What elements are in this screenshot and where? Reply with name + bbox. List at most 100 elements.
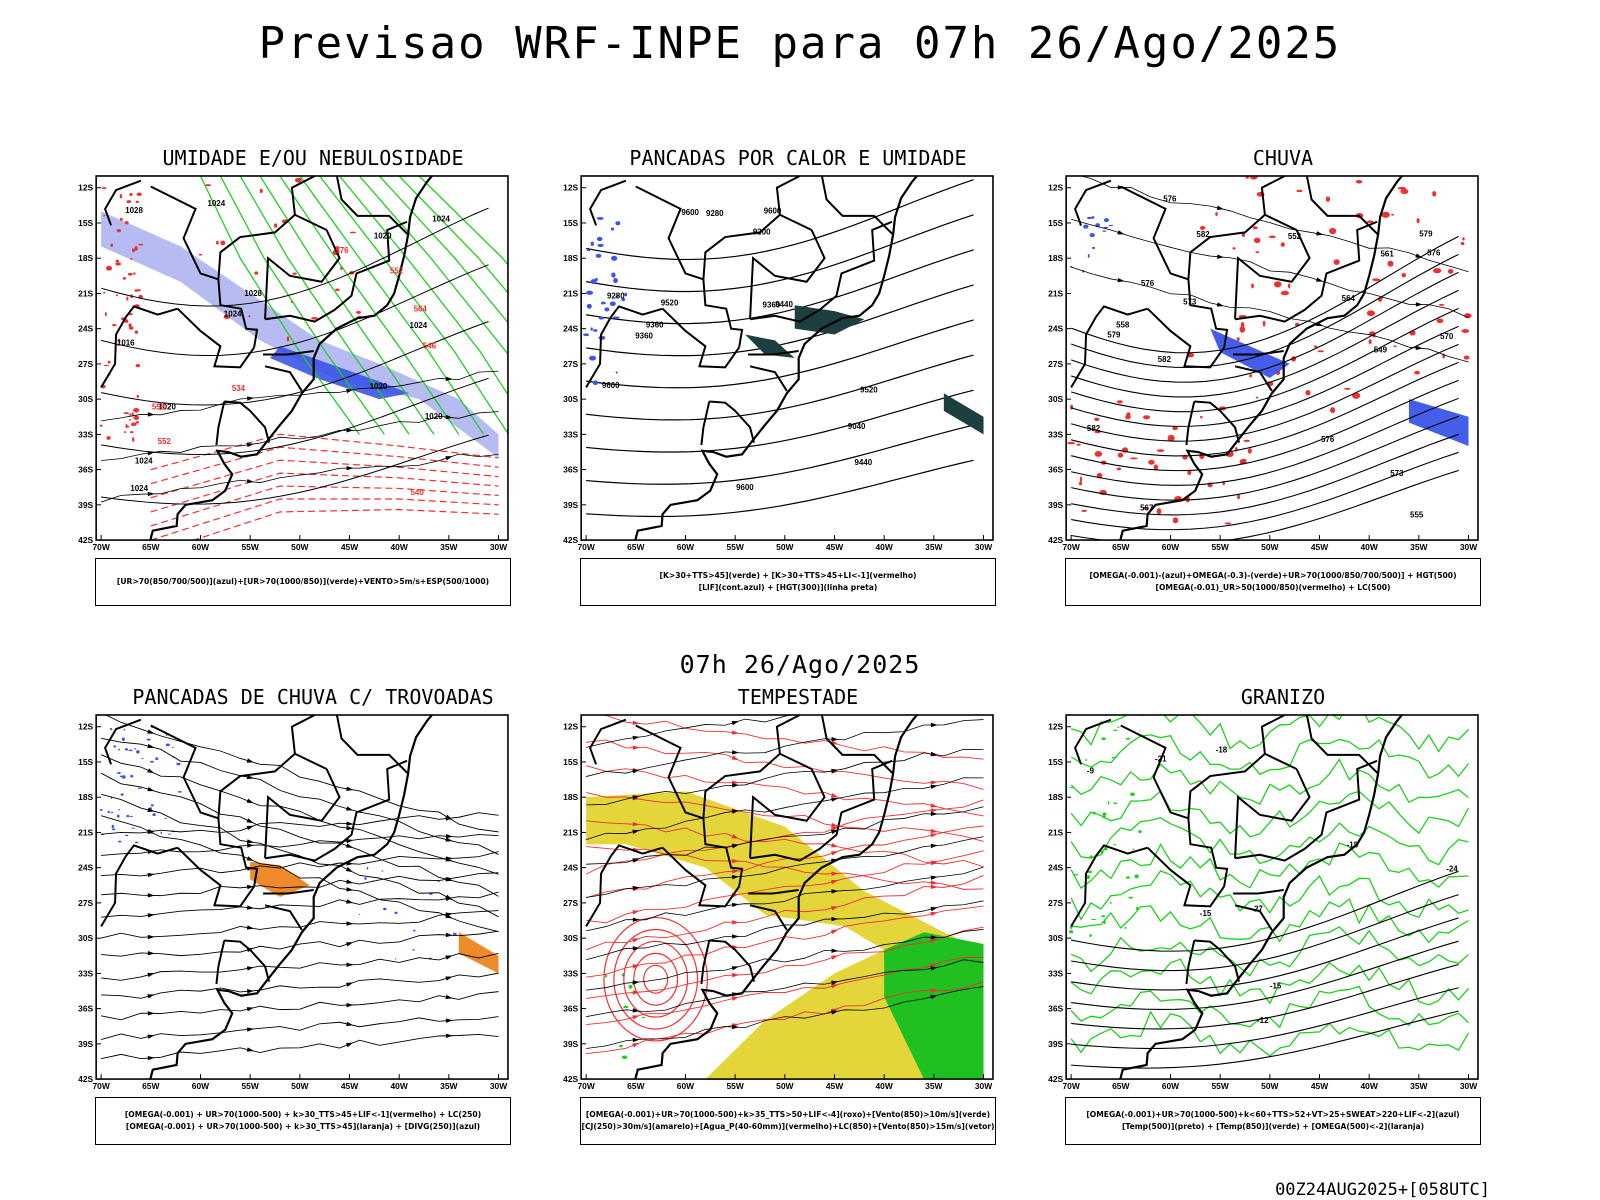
country-border xyxy=(1234,365,1273,392)
lon-tick-label: 35W xyxy=(925,1081,942,1091)
lat-tick-label: 15S xyxy=(1048,218,1063,228)
contour-label: 558 xyxy=(1116,320,1130,329)
country-border xyxy=(702,213,813,280)
country-border xyxy=(1305,175,1379,236)
country-border xyxy=(263,888,314,895)
country-border xyxy=(335,175,409,236)
lon-tick-label: 70W xyxy=(1062,1081,1079,1091)
country-border xyxy=(585,844,663,927)
contour-label: 555 xyxy=(1410,511,1424,520)
legend-text: [OMEGA(-0.001)+UR>70(1000-500)+k>35_TTS>… xyxy=(585,1110,991,1119)
legend-text: [OMEGA(-0.01)_UR>50(1000/850)(vermelho) … xyxy=(1155,583,1391,592)
contour-label: 564 xyxy=(1342,294,1356,303)
lat-tick-label: 15S xyxy=(78,757,93,767)
contour-label: -15 xyxy=(1200,909,1212,918)
lat-tick-label: 30S xyxy=(1048,394,1063,404)
lon-tick-label: 40W xyxy=(390,1081,407,1091)
contour-label: 582 xyxy=(1087,424,1101,433)
lon-tick-label: 40W xyxy=(875,542,892,552)
country-border xyxy=(1260,175,1286,215)
country-border xyxy=(1185,940,1196,985)
country-border xyxy=(215,401,226,446)
country-border xyxy=(661,307,740,369)
lon-tick-label: 50W xyxy=(776,1081,793,1091)
lon-tick-label: 60W xyxy=(677,1081,694,1091)
contour-label: 1024 xyxy=(224,309,242,318)
coastline xyxy=(634,175,919,541)
contour-label: 561 xyxy=(1381,249,1395,258)
lat-tick-label: 36S xyxy=(78,1004,93,1014)
lon-tick-label: 30W xyxy=(490,542,507,552)
country-border xyxy=(1234,759,1378,862)
lon-tick-label: 45W xyxy=(826,542,843,552)
country-border xyxy=(661,846,740,908)
country-border xyxy=(176,846,255,908)
contour-label: 552 xyxy=(390,267,404,276)
lat-tick-label: 30S xyxy=(563,933,578,943)
contour-label: 564 xyxy=(414,305,428,314)
contour-label: 9600 xyxy=(681,208,699,217)
lat-tick-label: 21S xyxy=(563,288,578,298)
contour-label: 576 xyxy=(335,246,349,255)
contour-label: 9600 xyxy=(736,483,754,492)
contour-label: 9600 xyxy=(602,381,620,390)
legend-box: [OMEGA(-0.001)+UR>70(1000-500)+k>35_TTS>… xyxy=(580,1097,996,1145)
lat-tick-label: 21S xyxy=(1048,288,1063,298)
country-border xyxy=(264,904,303,931)
contour-label: 579 xyxy=(1107,330,1121,339)
panel-pancadas-trovoadas: PANCADAS DE CHUVA C/ TROVOADAS 12S 15S 18S 2… xyxy=(78,685,548,1185)
lat-tick-label: 12S xyxy=(1048,183,1063,193)
country-border xyxy=(264,365,303,392)
country-border xyxy=(150,724,259,887)
contour-label: 9520 xyxy=(860,385,878,394)
country-border xyxy=(749,220,893,323)
country-border xyxy=(585,305,663,388)
country-border xyxy=(264,768,341,859)
contour-label: 570 xyxy=(1440,332,1454,341)
country-border xyxy=(1187,213,1298,280)
contour-label: 552 xyxy=(158,437,172,446)
contour-label: 576 xyxy=(1321,435,1335,444)
country-border xyxy=(748,349,799,356)
panel-title: UMIDADE E/OU NEBULOSIDADE xyxy=(162,146,464,170)
map-plot: 1016 1020 1020 1020 1024 1024 1024 1024 1028 1028… xyxy=(78,175,509,552)
lat-tick-label: 18S xyxy=(563,253,578,263)
country-border xyxy=(1070,305,1148,388)
country-border xyxy=(749,904,788,931)
lat-tick-label: 36S xyxy=(1048,1004,1063,1014)
country-border xyxy=(1260,714,1286,754)
legend-box: [K>30+TTS>45](verde) + [K>30+TTS>45+LI<-… xyxy=(580,558,996,606)
country-border xyxy=(1120,724,1229,887)
map-frame xyxy=(580,175,994,541)
country-border xyxy=(215,940,226,985)
country-border xyxy=(775,175,801,215)
panel-title: CHUVA xyxy=(1252,146,1314,170)
map-plot: 582 582 579 576 576 573 570 567 564 561 558 555 552 5… xyxy=(1048,175,1479,552)
lon-tick-label: 30W xyxy=(1460,1081,1477,1091)
lon-tick-label: 65W xyxy=(627,542,644,552)
contour-label: 9440 xyxy=(775,300,793,309)
legend-text: [LIF](cont.azul) + [HGT(300)](linha pret… xyxy=(698,583,878,592)
contour-label: 582 xyxy=(1158,355,1172,364)
coastline xyxy=(149,714,434,1080)
lat-tick-label: 12S xyxy=(78,183,93,193)
lon-tick-label: 55W xyxy=(1211,542,1228,552)
lat-tick-label: 27S xyxy=(1048,898,1063,908)
contour-label: 1028 xyxy=(125,206,143,215)
lon-tick-label: 55W xyxy=(726,1081,743,1091)
panel-granizo: GRANIZO -9 -12 -15 -18 -21 -24 -27 -15 -18 12S 15S 1… xyxy=(1048,685,1518,1185)
country-border xyxy=(290,714,316,754)
page-title: Previsao WRF-INPE para 07h 26/Ago/2025 xyxy=(258,18,1342,69)
contour-label: 558 xyxy=(152,403,166,412)
lat-tick-label: 36S xyxy=(78,465,93,475)
lon-tick-label: 45W xyxy=(826,1081,843,1091)
coastline xyxy=(1119,714,1404,1080)
lat-tick-label: 18S xyxy=(78,253,93,263)
contour-label: 573 xyxy=(1183,297,1197,306)
lon-tick-label: 65W xyxy=(1112,542,1129,552)
country-border xyxy=(589,179,627,226)
country-border xyxy=(1194,400,1240,443)
map-frame xyxy=(95,714,509,1080)
country-border xyxy=(709,939,755,982)
